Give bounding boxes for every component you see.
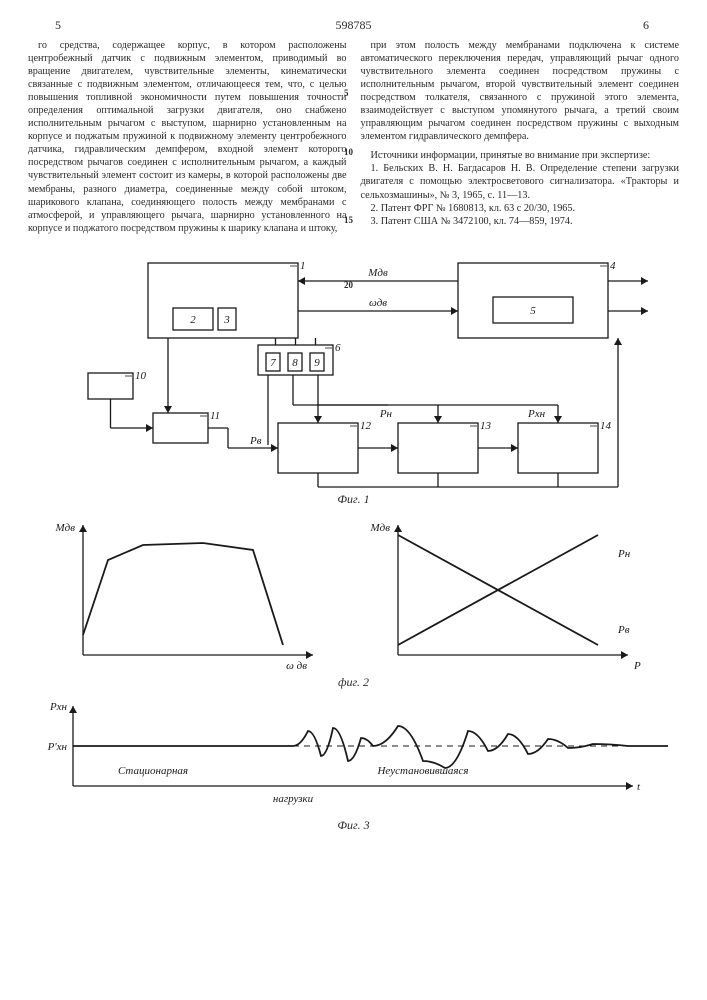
svg-text:8: 8 bbox=[292, 357, 298, 369]
line-marker-15: 15 bbox=[344, 215, 353, 225]
svg-text:Мдв: Мдв bbox=[369, 522, 390, 534]
figure-2-charts: Мдв ω дв Мдв Р Рн Рв bbox=[28, 513, 668, 673]
svg-text:ωдв: ωдв bbox=[369, 297, 387, 309]
svg-text:11: 11 bbox=[210, 410, 220, 422]
page-number-right: 6 bbox=[643, 18, 649, 33]
text-columns: го средства, содержащее корпус, в которо… bbox=[28, 39, 679, 235]
left-col-paragraph: го средства, содержащее корпус, в которо… bbox=[28, 39, 347, 235]
svg-text:Рхн: Рхн bbox=[49, 701, 68, 713]
figure-1-label: Фиг. 1 bbox=[28, 492, 679, 507]
right-col-paragraph: при этом полость между мембранами подклю… bbox=[361, 39, 680, 143]
sources-heading: Источники информации, принятые во вниман… bbox=[361, 149, 680, 162]
line-marker-10: 10 bbox=[344, 147, 353, 157]
reference-1: 1. Бельских В. Н. Багдасаров Н. В. Опред… bbox=[361, 162, 680, 201]
figure-3-timeseries: Рхн Р'хн t Стационарная Неустановившаяся нагр… bbox=[28, 696, 668, 816]
svg-text:1: 1 bbox=[300, 260, 306, 272]
svg-text:Рв: Рв bbox=[249, 435, 262, 447]
reference-3: 3. Патент США № 3472100, кл. 74—859, 197… bbox=[361, 215, 680, 228]
svg-text:Стационарная: Стационарная bbox=[118, 765, 188, 777]
svg-text:t: t bbox=[637, 781, 641, 793]
reference-2: 2. Патент ФРГ № 1680813, кл. 63 с 20/30,… bbox=[361, 202, 680, 215]
svg-text:6: 6 bbox=[335, 342, 341, 354]
patent-number: 598785 bbox=[28, 18, 679, 33]
svg-text:нагрузки: нагрузки bbox=[273, 793, 314, 805]
svg-text:ω дв: ω дв bbox=[286, 660, 307, 672]
svg-text:Р'хн: Р'хн bbox=[47, 741, 68, 753]
svg-text:2: 2 bbox=[190, 314, 196, 326]
svg-text:Неустановившаяся: Неустановившаяся bbox=[376, 765, 468, 777]
svg-text:9: 9 bbox=[314, 357, 320, 369]
line-marker-20: 20 bbox=[344, 280, 353, 290]
svg-text:10: 10 bbox=[135, 370, 147, 382]
figure-2-label: фиг. 2 bbox=[28, 675, 679, 690]
svg-text:Р: Р bbox=[633, 660, 641, 672]
left-column: го средства, содержащее корпус, в которо… bbox=[28, 39, 347, 235]
svg-text:Мдв: Мдв bbox=[54, 522, 75, 534]
svg-text:Рхн: Рхн bbox=[527, 408, 546, 420]
svg-text:Рв: Рв bbox=[617, 624, 630, 636]
svg-text:4: 4 bbox=[610, 260, 616, 272]
svg-text:7: 7 bbox=[270, 357, 276, 369]
svg-text:Рн: Рн bbox=[617, 548, 631, 560]
svg-text:Мдв: Мдв bbox=[367, 267, 388, 279]
svg-text:Рн: Рн bbox=[379, 408, 393, 420]
page-number-left: 5 bbox=[55, 18, 61, 33]
svg-text:3: 3 bbox=[223, 314, 230, 326]
svg-text:14: 14 bbox=[600, 420, 612, 432]
svg-text:13: 13 bbox=[480, 420, 492, 432]
svg-text:5: 5 bbox=[530, 305, 536, 317]
figure-3-label: Фиг. 3 bbox=[28, 818, 679, 833]
right-column: при этом полость между мембранами подклю… bbox=[361, 39, 680, 235]
line-marker-5: 5 bbox=[344, 88, 349, 98]
svg-text:12: 12 bbox=[360, 420, 372, 432]
